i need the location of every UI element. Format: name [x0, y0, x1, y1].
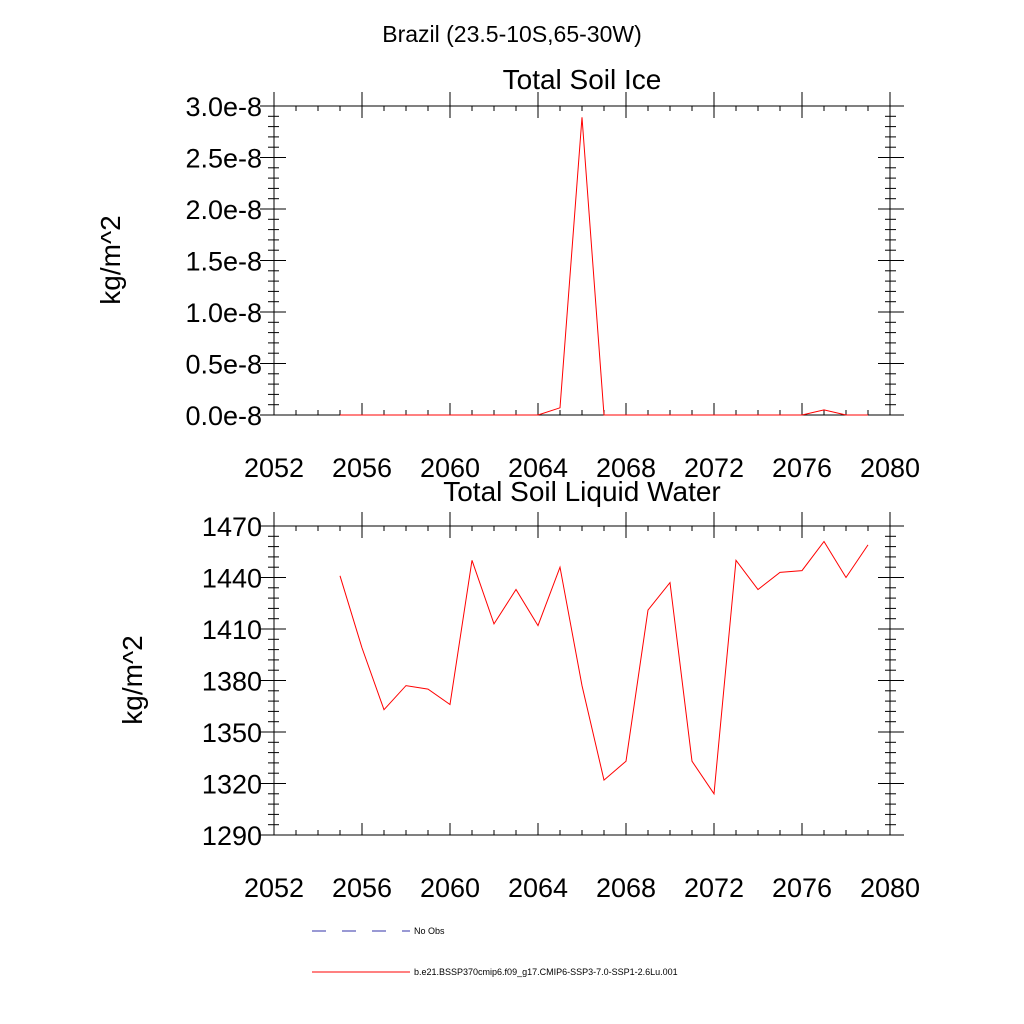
y-tick-label: 0.0e-8 [185, 401, 262, 431]
chart-total-soil-ice: Total Soil Ice kg/m^2 2052 2056 2060 2064 20… [95, 64, 920, 483]
series-line [340, 117, 868, 416]
legend-series-label: b.e21.BSSP370cmip6.f09_g17.CMIP6-SSP3-7.… [414, 967, 678, 977]
x-tick-label: 2068 [596, 453, 656, 483]
x-tick-label: 2072 [684, 453, 744, 483]
x-tick-label: 2064 [508, 873, 568, 903]
y-tick-label: 1320 [202, 770, 262, 800]
legend: No Obs b.e21.BSSP370cmip6.f09_g17.CMIP6-… [312, 926, 678, 977]
y-tick-label: 1.5e-8 [185, 247, 262, 277]
y-tick-label: 1380 [202, 667, 262, 697]
y-tick-label: 1290 [202, 821, 262, 851]
y-tick-label: 1.0e-8 [185, 298, 262, 328]
y-tick-label: 1410 [202, 615, 262, 645]
plot-frame [273, 525, 891, 836]
x-tick-label: 2080 [860, 873, 920, 903]
y-axis-label: kg/m^2 [117, 635, 148, 724]
x-tick-label: 2056 [332, 453, 392, 483]
y-tick-label: 3.0e-8 [185, 92, 262, 122]
x-tick-label: 2068 [596, 873, 656, 903]
x-tick-label: 2072 [684, 873, 744, 903]
legend-obs-label: No Obs [414, 926, 445, 936]
chart-title: Total Soil Ice [503, 64, 662, 95]
x-tick-label: 2060 [420, 453, 480, 483]
series-line [339, 540, 869, 796]
x-tick-label: 2076 [772, 873, 832, 903]
y-tick-label: 2.5e-8 [185, 144, 262, 174]
x-tick-label: 2064 [508, 453, 568, 483]
x-tick-label: 2052 [244, 453, 304, 483]
x-tick-label: 2060 [420, 873, 480, 903]
y-tick-label: 1350 [202, 718, 262, 748]
x-tick-label: 2056 [332, 873, 392, 903]
y-axis-label: kg/m^2 [95, 215, 126, 304]
x-tick-label: 2052 [244, 873, 304, 903]
figure-title: Brazil (23.5-10S,65-30W) [382, 21, 642, 47]
plot-frame [273, 105, 891, 416]
y-tick-label: 2.0e-8 [185, 195, 262, 225]
x-tick-label: 2080 [860, 453, 920, 483]
chart-total-soil-liquid-water: Total Soil Liquid Water kg/m^2 2052 2056 2… [117, 476, 920, 903]
x-tick-label: 2076 [772, 453, 832, 483]
y-tick-label: 1470 [202, 512, 262, 542]
y-tick-label: 0.5e-8 [185, 350, 262, 380]
y-tick-label: 1440 [202, 564, 262, 594]
chart-title: Total Soil Liquid Water [443, 476, 721, 507]
